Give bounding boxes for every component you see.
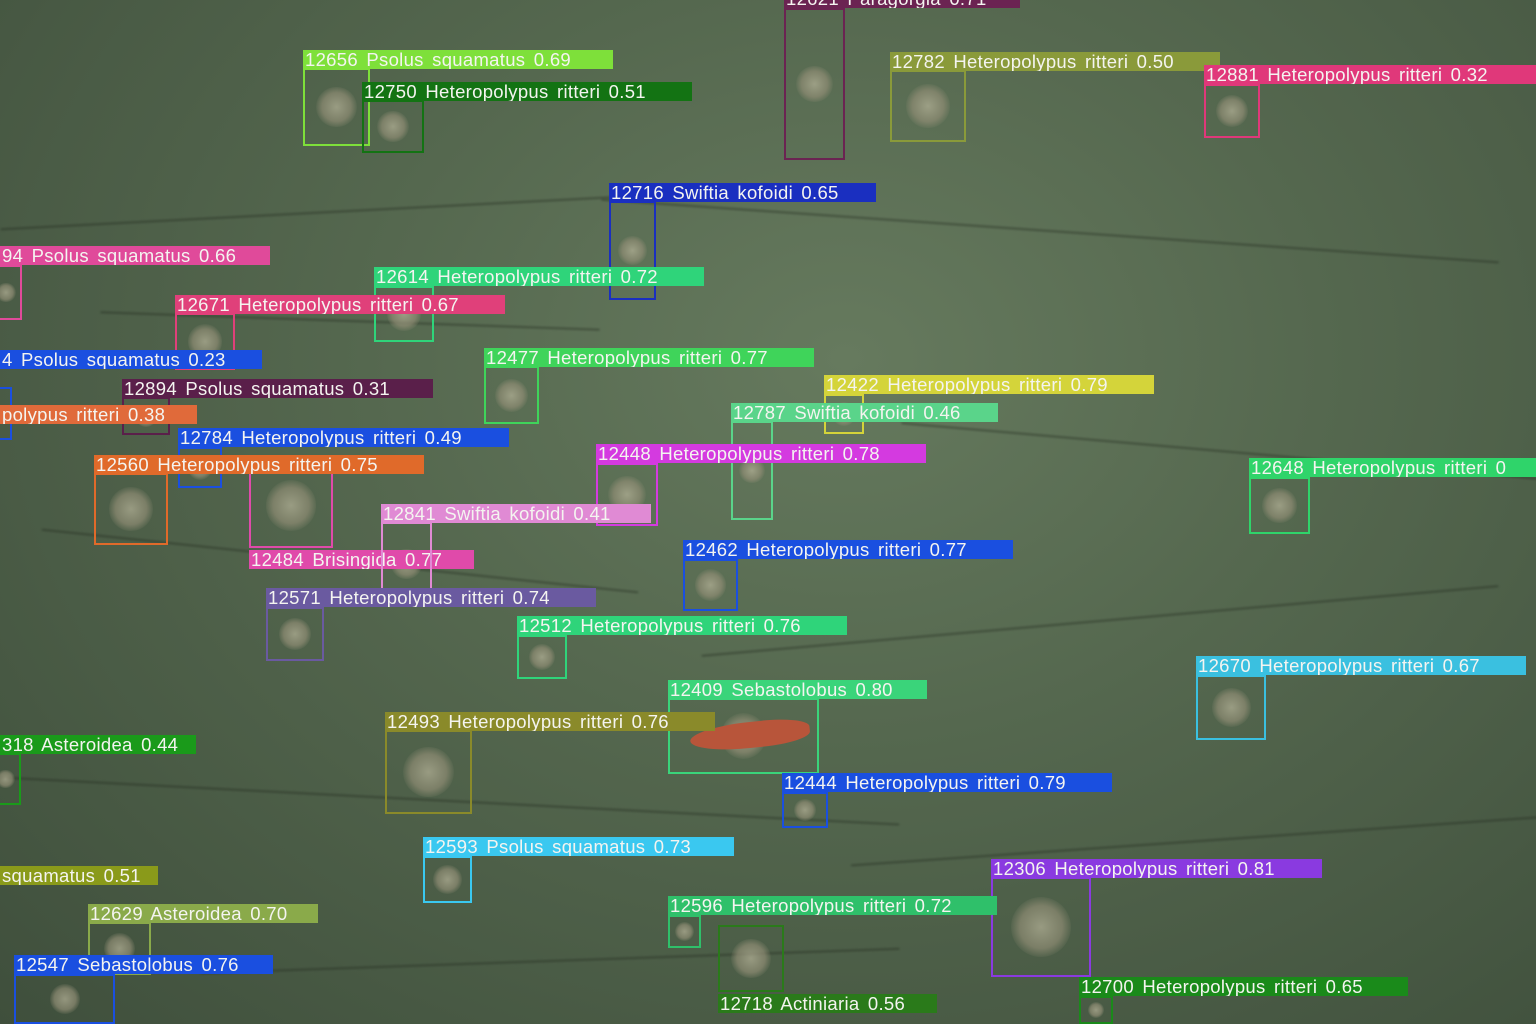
detection-label: 94 Psolus squamatus 0.66 (0, 246, 270, 265)
detection-box (14, 974, 115, 1024)
detection-box (668, 698, 819, 774)
detection-label: 12716 Swiftia kofoidi 0.65 (609, 183, 876, 202)
detection-box (303, 68, 370, 146)
detection-label: 318 Asteroidea 0.44 (0, 735, 196, 754)
detection-box (1079, 996, 1113, 1024)
detection-label: 12614 Heteropolypus ritteri 0.72 (374, 267, 704, 286)
detection-box (668, 915, 701, 948)
detection-label: 12448 Heteropolypus ritteri 0.78 (596, 444, 926, 463)
detection-label: 12477 Heteropolypus ritteri 0.77 (484, 348, 814, 367)
organism (1211, 688, 1251, 727)
detection-label: 12462 Heteropolypus ritteri 0.77 (683, 540, 1013, 559)
detection-label: 12841 Swiftia kofoidi 0.41 (381, 504, 651, 523)
detection-label: 12629 Asteroidea 0.70 (88, 904, 318, 923)
detection-box (266, 607, 324, 661)
detection-label: 12571 Heteropolypus ritteri 0.74 (266, 588, 596, 607)
detection-box (683, 559, 738, 611)
organism (495, 378, 528, 412)
detection-box (1249, 477, 1310, 534)
organism (1087, 1001, 1105, 1019)
organism (265, 480, 317, 531)
detection-box (609, 201, 656, 300)
detection-label: 12671 Heteropolypus ritteri 0.67 (175, 295, 505, 314)
detection-box (596, 463, 658, 526)
detection-label: 12881 Heteropolypus ritteri 0.32 (1204, 65, 1536, 84)
detection-box (890, 70, 966, 142)
detection-box (484, 366, 539, 424)
detection-box (175, 313, 235, 370)
seafloor-crack (200, 947, 900, 975)
organism (433, 865, 462, 894)
detection-box (94, 473, 168, 545)
detection-label: 12306 Heteropolypus ritteri 0.81 (991, 859, 1322, 878)
detection-label: 12596 Heteropolypus ritteri 0.72 (668, 896, 997, 915)
detection-box (718, 925, 784, 992)
detection-label: 12444 Heteropolypus ritteri 0.79 (782, 773, 1112, 792)
organism (674, 921, 695, 942)
detection-box (782, 792, 828, 828)
detection-label: 12493 Heteropolypus ritteri 0.76 (385, 712, 715, 731)
detection-label: squamatus 0.51 (0, 866, 158, 885)
detection-box (423, 856, 472, 903)
detection-box (0, 753, 21, 805)
detection-box (0, 265, 22, 320)
organism (0, 769, 15, 789)
organism (618, 236, 647, 265)
detection-box (385, 730, 472, 814)
organism (731, 938, 771, 979)
organism (1011, 897, 1071, 957)
detection-box (249, 463, 333, 548)
detection-label: 12656 Psolus squamatus 0.69 (303, 50, 613, 69)
detection-label: 12422 Heteropolypus ritteri 0.79 (824, 375, 1154, 394)
detection-box (991, 877, 1091, 977)
detection-label: 12621 Paragorgia 0.71 (784, 0, 1020, 8)
organism (377, 110, 409, 143)
detection-box (362, 100, 424, 153)
seafloor-crack (0, 191, 700, 231)
detection-label: 12787 Swiftia kofoidi 0.46 (731, 403, 998, 422)
organism (109, 487, 153, 531)
organism (278, 617, 312, 651)
detection-label: 12782 Heteropolypus ritteri 0.50 (890, 52, 1220, 71)
detection-label: 12409 Sebastolobus 0.80 (668, 680, 927, 699)
detection-label: 12547 Sebastolobus 0.76 (14, 955, 273, 974)
detection-box (784, 8, 845, 160)
detection-box (1196, 675, 1266, 740)
detection-box (374, 286, 434, 342)
organism (403, 746, 454, 798)
organism (316, 86, 357, 128)
detection-label: 4 Psolus squamatus 0.23 (0, 350, 262, 369)
detection-box (88, 922, 151, 975)
detection-box (731, 421, 773, 520)
organism (694, 569, 727, 601)
detection-label: polypus ritteri 0.38 (0, 405, 197, 424)
detection-label: 12784 Heteropolypus ritteri 0.49 (178, 428, 509, 447)
organism (1262, 488, 1297, 523)
detection-label: 12560 Heteropolypus ritteri 0.75 (94, 455, 424, 474)
organism (796, 65, 833, 103)
organism (906, 84, 950, 128)
organism (1215, 94, 1249, 128)
organism (528, 643, 556, 671)
detection-label: 12894 Psolus squamatus 0.31 (122, 379, 433, 398)
detection-box (1204, 84, 1260, 138)
organism (0, 282, 16, 303)
detection-label: 12648 Heteropolypus ritteri 0 (1249, 458, 1536, 477)
detection-label: 12670 Heteropolypus ritteri 0.67 (1196, 656, 1526, 675)
detection-label: 12718 Actiniaria 0.56 (718, 994, 937, 1013)
organism (794, 799, 816, 821)
organism (49, 984, 80, 1014)
detection-label: 12750 Heteropolypus ritteri 0.51 (362, 82, 692, 101)
seafloor-crack (601, 198, 1499, 264)
detection-label: 12484 Brisingida 0.77 (249, 550, 474, 569)
detection-label: 12593 Psolus squamatus 0.73 (423, 837, 734, 856)
detection-box (517, 635, 567, 679)
detection-label: 12512 Heteropolypus ritteri 0.76 (517, 616, 847, 635)
detection-label: 12700 Heteropolypus ritteri 0.65 (1079, 977, 1408, 996)
